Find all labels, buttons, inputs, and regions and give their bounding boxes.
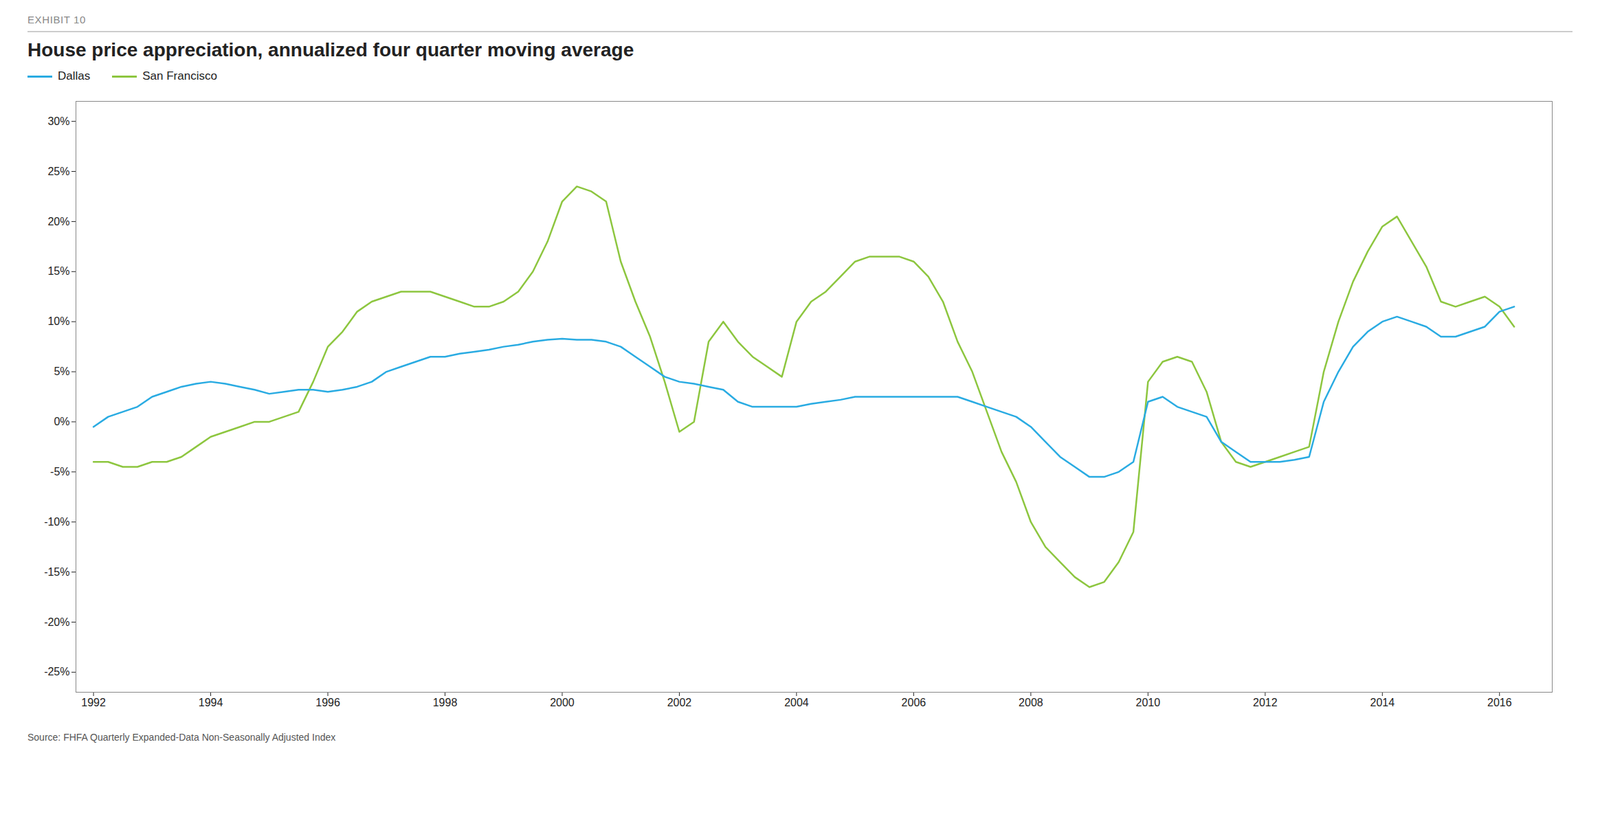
svg-text:2008: 2008: [1018, 696, 1044, 709]
svg-text:10%: 10%: [47, 315, 70, 328]
svg-text:-20%: -20%: [43, 616, 70, 629]
svg-text:-25%: -25%: [43, 665, 70, 678]
svg-text:2014: 2014: [1370, 696, 1396, 709]
svg-text:2006: 2006: [901, 696, 927, 709]
svg-text:1994: 1994: [198, 696, 224, 709]
html-text:EXHIBIT 10: EXHIBIT 10: [27, 13, 86, 26]
svg-text:-15%: -15%: [43, 566, 70, 579]
svg-text:1996: 1996: [315, 696, 341, 709]
html-text:Source: FHFA Quarterly Expande: Source: FHFA Quarterly Expanded-Data Non…: [27, 731, 336, 743]
svg-text:1998: 1998: [432, 696, 458, 709]
svg-text:30%: 30%: [47, 115, 70, 128]
svg-text:15%: 15%: [47, 265, 70, 277]
svg-text:0%: 0%: [53, 415, 70, 428]
svg-text:2000: 2000: [549, 696, 575, 709]
svg-text:-5%: -5%: [50, 465, 70, 478]
svg-text:2016: 2016: [1487, 696, 1513, 709]
svg-text:2010: 2010: [1136, 696, 1161, 709]
svg-text:5%: 5%: [53, 365, 70, 378]
svg-text:2002: 2002: [667, 696, 693, 709]
svg-text:20%: 20%: [47, 215, 70, 228]
html-text:San Francisco: San Francisco: [142, 69, 218, 83]
svg-text:2004: 2004: [784, 696, 809, 709]
html-text:House price appreciation, annu: House price appreciation, annualized fou…: [27, 39, 634, 61]
html-text:Dallas: Dallas: [57, 69, 91, 83]
svg-text:-10%: -10%: [43, 516, 70, 528]
svg-text:1992: 1992: [81, 696, 106, 709]
svg-text:25%: 25%: [47, 165, 70, 178]
svg-text:2012: 2012: [1252, 696, 1278, 709]
